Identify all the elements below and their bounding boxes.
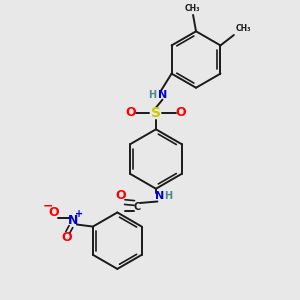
Text: H: H — [164, 191, 172, 201]
Text: O: O — [176, 106, 187, 119]
Text: N: N — [158, 90, 167, 100]
Text: O: O — [115, 189, 126, 202]
Text: O: O — [48, 206, 59, 219]
Text: C: C — [133, 202, 140, 212]
Text: +: + — [75, 209, 83, 219]
Text: CH₃: CH₃ — [185, 4, 200, 13]
Text: O: O — [62, 231, 72, 244]
Text: O: O — [125, 106, 136, 119]
Text: N: N — [68, 214, 78, 226]
Text: H: H — [148, 90, 156, 100]
Text: S: S — [151, 106, 161, 120]
Text: N: N — [155, 191, 164, 201]
Text: −: − — [43, 200, 53, 213]
Text: CH₃: CH₃ — [236, 24, 251, 33]
